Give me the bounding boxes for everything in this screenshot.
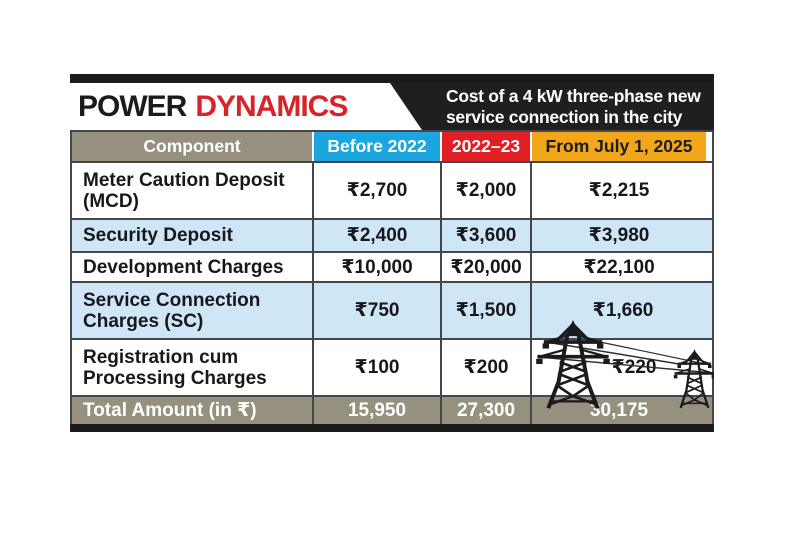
value-2022-23: ₹20,000 xyxy=(440,253,530,281)
value-before-2022: ₹750 xyxy=(312,283,440,338)
value-from-july-2025: ₹220 xyxy=(530,340,706,395)
value-before-2022: ₹100 xyxy=(312,340,440,395)
value-from-july-2025: ₹22,100 xyxy=(530,253,706,281)
subtitle-line-2: service connection in the city xyxy=(446,106,683,127)
table-total-row: Total Amount (in ₹) 15,950 27,300 30,175 xyxy=(72,395,712,424)
header: POWER DYNAMICS Cost of a 4 kW three-phas… xyxy=(70,83,714,130)
value-2022-23: ₹3,600 xyxy=(440,220,530,251)
column-header-from-july-2025: From July 1, 2025 xyxy=(530,132,706,161)
value-before-2022: ₹2,700 xyxy=(312,163,440,218)
row-label: Registration cum Processing Charges xyxy=(83,346,267,389)
table-row: Security Deposit ₹2,400 ₹3,600 ₹3,980 xyxy=(72,218,712,251)
column-header-component: Component xyxy=(72,132,312,161)
row-label: Security Deposit xyxy=(83,225,233,246)
table-row: Registration cum Processing Charges ₹100… xyxy=(72,338,712,395)
value-before-2022: ₹10,000 xyxy=(312,253,440,281)
table-row: Development Charges ₹10,000 ₹20,000 ₹22,… xyxy=(72,251,712,281)
subtitle-box: Cost of a 4 kW three-phase new service c… xyxy=(390,83,714,130)
page-title: POWER DYNAMICS xyxy=(78,83,348,130)
row-label: Service Connection Charges (SC) xyxy=(83,289,261,332)
value-from-july-2025: ₹2,215 xyxy=(530,163,706,218)
total-label: Total Amount (in ₹) xyxy=(83,400,257,421)
title-word-power: POWER xyxy=(78,89,187,123)
table-row: Service Connection Charges (SC) ₹750 ₹1,… xyxy=(72,281,712,338)
subtitle-line-1: Cost of a 4 kW three-phase new xyxy=(446,85,701,106)
table-header-row: Component Before 2022 2022–23 From July … xyxy=(72,130,712,161)
value-before-2022: ₹2,400 xyxy=(312,220,440,251)
bottom-bar xyxy=(70,424,714,432)
value-2022-23: ₹200 xyxy=(440,340,530,395)
table-row: Meter Caution Deposit (MCD) ₹2,700 ₹2,00… xyxy=(72,161,712,218)
total-2022-23: 27,300 xyxy=(440,397,530,424)
power-dynamics-infographic: POWER DYNAMICS Cost of a 4 kW three-phas… xyxy=(70,74,714,446)
value-2022-23: ₹2,000 xyxy=(440,163,530,218)
column-header-2022-23: 2022–23 xyxy=(440,132,530,161)
column-header-before-2022: Before 2022 xyxy=(312,132,440,161)
value-from-july-2025: ₹3,980 xyxy=(530,220,706,251)
total-from-july-2025: 30,175 xyxy=(530,397,706,424)
top-bar xyxy=(70,74,714,83)
title-word-dynamics: DYNAMICS xyxy=(195,89,348,123)
value-from-july-2025: ₹1,660 xyxy=(530,283,706,338)
row-label: Meter Caution Deposit (MCD) xyxy=(83,169,285,212)
cost-table: Component Before 2022 2022–23 From July … xyxy=(70,130,714,424)
total-before-2022: 15,950 xyxy=(312,397,440,424)
row-label: Development Charges xyxy=(83,256,284,278)
value-2022-23: ₹1,500 xyxy=(440,283,530,338)
